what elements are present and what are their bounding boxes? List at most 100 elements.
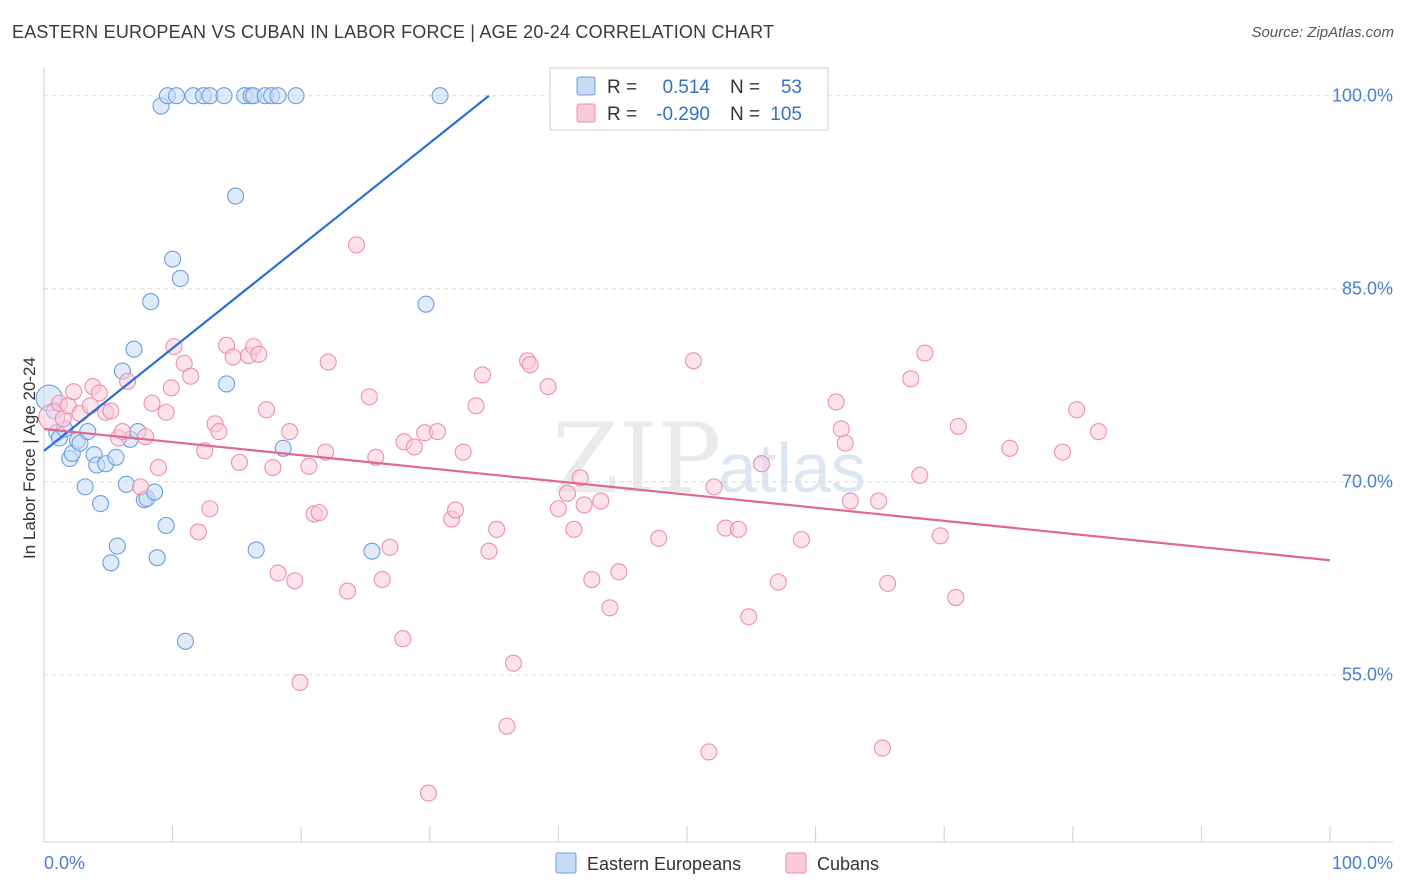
point-cubans — [428, 423, 447, 441]
point-cubans — [149, 459, 168, 477]
point-cubans — [480, 542, 498, 560]
point-cubans — [879, 574, 897, 592]
legend-r-value: 0.514 — [662, 77, 710, 98]
point-cubans — [650, 529, 668, 547]
point-cubans — [832, 420, 850, 438]
point-eastern-europeans — [117, 475, 135, 493]
point-cubans — [264, 459, 282, 477]
point-cubans — [1068, 401, 1086, 419]
legend-r-label: R = — [607, 77, 637, 98]
point-eastern-europeans — [76, 478, 94, 496]
point-eastern-europeans — [79, 423, 97, 441]
point-eastern-europeans — [167, 87, 186, 105]
point-cubans — [286, 572, 304, 590]
legend-n-value: 105 — [770, 104, 802, 125]
point-cubans — [65, 383, 83, 401]
legend-label-cubans: Cubans — [817, 854, 879, 874]
point-eastern-europeans — [417, 295, 435, 313]
point-eastern-europeans — [146, 483, 164, 501]
point-cubans — [454, 443, 472, 461]
point-cubans — [902, 370, 920, 388]
y-axis-label: In Labor Force | Age 20-24 — [20, 357, 39, 559]
point-cubans — [539, 377, 557, 396]
y-tick-label: 100.0% — [1332, 86, 1393, 106]
point-cubans — [381, 538, 399, 556]
point-cubans — [700, 743, 718, 761]
point-cubans — [269, 564, 287, 582]
point-cubans — [1001, 439, 1019, 457]
point-cubans — [347, 236, 366, 254]
series-cubans — [38, 236, 1108, 802]
trend-line-eastern-europeans — [43, 94, 490, 452]
point-eastern-europeans — [108, 537, 126, 555]
y-tick-labels: 100.0% 85.0% 70.0% 55.0% — [1332, 86, 1393, 685]
axes — [43, 68, 1393, 843]
watermark-zip: ZIP — [552, 403, 721, 515]
point-cubans — [317, 443, 335, 461]
point-cubans — [210, 423, 228, 441]
x-tick-label-max: 100.0% — [1332, 853, 1393, 873]
trend-lines — [43, 94, 1331, 562]
point-cubans — [338, 582, 357, 600]
point-cubans — [467, 397, 485, 415]
point-eastern-europeans — [148, 549, 166, 567]
point-cubans — [201, 500, 219, 518]
point-eastern-europeans — [102, 554, 120, 572]
point-cubans — [1053, 443, 1072, 461]
point-cubans — [729, 520, 747, 538]
point-cubans — [131, 478, 149, 496]
point-cubans — [473, 366, 492, 384]
legend-n-value: 53 — [781, 77, 802, 98]
point-cubans — [705, 478, 723, 496]
point-cubans — [610, 563, 628, 581]
legend-swatch-cubans — [576, 103, 596, 123]
point-cubans — [583, 570, 601, 589]
point-cubans — [565, 520, 583, 538]
point-cubans — [592, 492, 610, 510]
point-cubans — [319, 353, 337, 371]
point-cubans — [360, 388, 378, 406]
point-cubans — [521, 356, 539, 374]
point-cubans — [291, 673, 309, 692]
y-tick-label: 85.0% — [1342, 279, 1393, 299]
point-cubans — [446, 501, 465, 519]
point-cubans — [162, 379, 180, 397]
legend-swatch-eastern-europeans — [576, 76, 596, 96]
legend-swatch-eastern-europeans — [555, 852, 577, 874]
point-cubans — [792, 531, 811, 549]
x-tick-label-min: 0.0% — [44, 853, 85, 873]
point-cubans — [949, 417, 967, 435]
point-cubans — [740, 608, 758, 626]
point-cubans — [601, 599, 619, 617]
point-cubans — [405, 438, 423, 456]
point-cubans — [143, 394, 161, 412]
point-cubans — [300, 457, 318, 475]
point-cubans — [157, 403, 175, 421]
point-cubans — [419, 784, 438, 802]
point-eastern-europeans — [164, 250, 182, 268]
point-eastern-europeans — [218, 375, 236, 393]
point-eastern-europeans — [269, 87, 287, 105]
point-cubans — [575, 496, 593, 514]
point-eastern-europeans — [287, 87, 305, 105]
y-tick-label: 70.0% — [1342, 472, 1393, 492]
point-eastern-europeans — [363, 542, 381, 560]
legend-n-label: N = — [730, 77, 760, 98]
point-cubans — [281, 423, 299, 441]
point-cubans — [182, 367, 200, 385]
point-cubans — [558, 484, 576, 502]
series-eastern-europeans — [35, 87, 449, 650]
point-cubans — [189, 523, 207, 541]
point-eastern-europeans — [171, 269, 189, 287]
legend-r-value: -0.290 — [656, 104, 710, 125]
point-cubans — [224, 348, 242, 366]
point-eastern-europeans — [431, 87, 449, 105]
point-cubans — [769, 573, 787, 591]
point-eastern-europeans — [92, 495, 110, 513]
point-cubans — [827, 393, 845, 411]
point-cubans — [119, 372, 137, 390]
gridlines — [44, 95, 1393, 676]
point-eastern-europeans — [176, 632, 195, 650]
point-cubans — [911, 466, 929, 484]
